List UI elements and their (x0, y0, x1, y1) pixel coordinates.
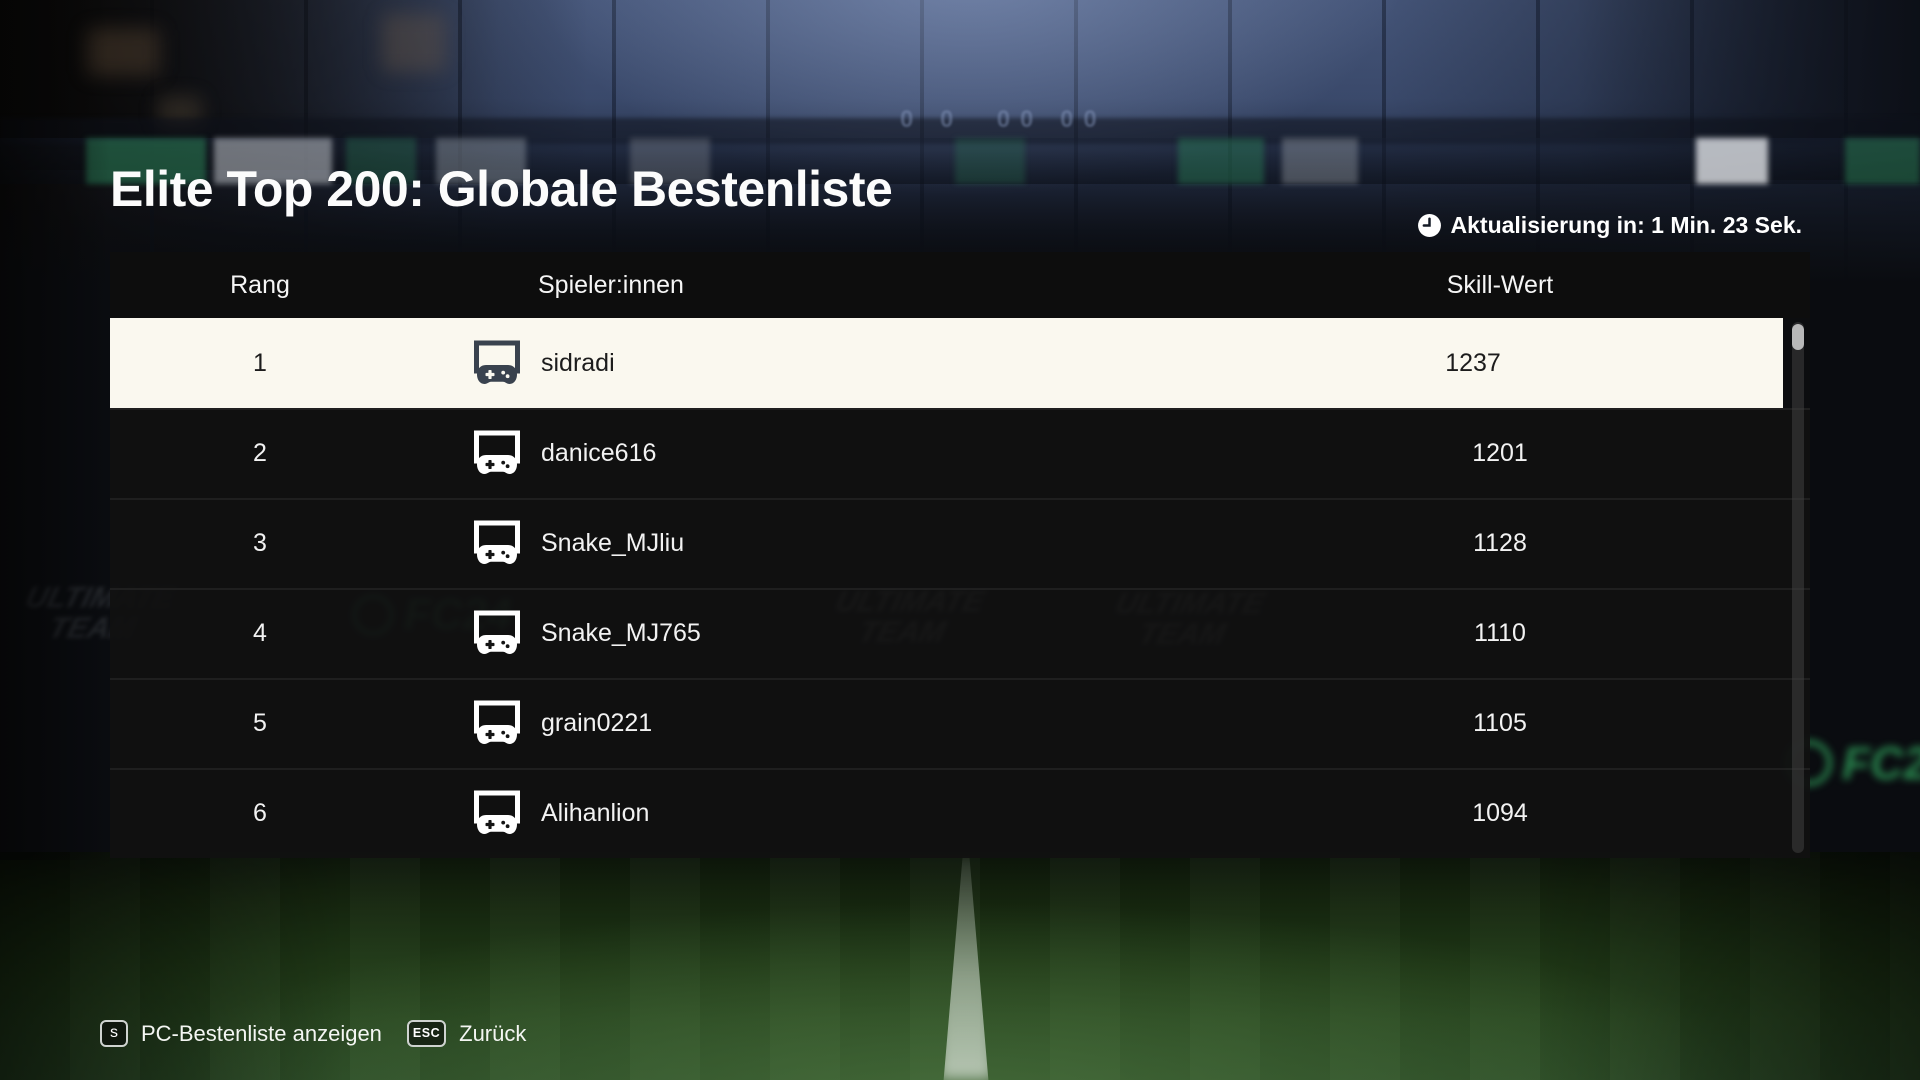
page-title: Elite Top 200: Globale Bestenliste (110, 161, 893, 217)
leaderboard-header: Rang Spieler:innen Skill-Wert (110, 252, 1810, 318)
player-name: danice616 (541, 438, 657, 467)
hint-label: PC-Bestenliste anzeigen (141, 1020, 382, 1046)
hint-label: Zurück (459, 1020, 527, 1046)
led-board-white (630, 138, 710, 184)
leaderboard-row[interactable]: 4 Snake_MJ765 1110 (110, 588, 1810, 678)
player-cell: Alihanlion (410, 790, 1190, 836)
hint-pc-leaderboard[interactable]: s PC-Bestenliste anzeigen (100, 1020, 382, 1047)
pc-crossplay-icon (473, 520, 521, 566)
player-cell: danice616 (410, 430, 1190, 476)
rank-cell: 6 (253, 798, 267, 827)
led-board-green (1845, 138, 1920, 184)
leaderboard-row[interactable]: 1 sidradi 1237 (110, 318, 1783, 408)
scrollbar[interactable] (1792, 322, 1804, 853)
pc-crossplay-icon (473, 790, 521, 836)
column-header-skill: Skill-Wert (1446, 270, 1554, 299)
player-name: sidradi (541, 348, 615, 377)
player-name: Snake_MJliu (541, 528, 685, 557)
skill-cell: 1105 (1473, 708, 1527, 737)
leaderboard-table: Rang Spieler:innen Skill-Wert 1 sidradi (110, 252, 1810, 858)
refresh-label: Aktualisierung in: 1 Min. 23 Sek. (1450, 212, 1802, 238)
pc-crossplay-icon (473, 610, 521, 656)
skill-cell: 1237 (1445, 348, 1501, 377)
leaderboard-row[interactable]: 6 Alihanlion 1094 (110, 768, 1810, 858)
player-name: Snake_MJ765 (541, 618, 701, 647)
key-esc-badge: ESC (406, 1020, 447, 1047)
key-s-badge: s (100, 1020, 128, 1047)
scoreboard-digits: 0 0 00 00 (900, 106, 1107, 133)
refresh-timer: Aktualisierung in: 1 Min. 23 Sek. (1417, 212, 1802, 239)
player-cell: Snake_MJliu (410, 520, 1190, 566)
led-board-green (346, 138, 416, 184)
leaderboard-row[interactable]: 5 grain0221 1105 (110, 678, 1810, 768)
led-board-white (436, 138, 526, 184)
player-cell: sidradi (410, 340, 1163, 386)
column-header-player: Spieler:innen (538, 270, 684, 299)
skill-cell: 1094 (1472, 798, 1528, 827)
pc-crossplay-icon (473, 700, 521, 746)
player-name: Alihanlion (541, 798, 650, 827)
pc-crossplay-icon (473, 340, 521, 386)
rank-cell: 3 (253, 528, 267, 557)
player-cell: Snake_MJ765 (410, 610, 1190, 656)
led-board-white (214, 138, 332, 184)
leaderboard-rows: 1 sidradi 1237 2 (110, 318, 1810, 858)
left-vignette (0, 0, 110, 860)
pc-crossplay-icon (473, 430, 521, 476)
led-board-green (1178, 138, 1264, 184)
hint-back[interactable]: ESC Zurück (406, 1020, 527, 1047)
clock-icon (1417, 213, 1442, 238)
led-board-green (955, 138, 1025, 184)
rank-cell: 2 (253, 438, 267, 467)
player-name: grain0221 (541, 708, 653, 737)
rank-cell: 1 (253, 348, 267, 377)
column-header-rank: Rang (230, 270, 290, 299)
rank-cell: 4 (253, 618, 267, 647)
scrollbar-thumb[interactable] (1792, 324, 1804, 350)
skill-cell: 1128 (1473, 528, 1527, 557)
player-cell: grain0221 (410, 700, 1190, 746)
skill-cell: 1201 (1472, 438, 1528, 467)
led-board-white (1696, 138, 1768, 184)
leaderboard-row[interactable]: 2 danice616 1201 (110, 408, 1810, 498)
leaderboard-row[interactable]: 3 Snake_MJliu 1128 (110, 498, 1810, 588)
rank-cell: 5 (253, 708, 267, 737)
footer-hints: s PC-Bestenliste anzeigen ESC Zurück (100, 1020, 526, 1047)
stand-window-glow (382, 14, 446, 72)
led-board-white (1282, 138, 1358, 184)
skill-cell: 1110 (1474, 618, 1526, 647)
